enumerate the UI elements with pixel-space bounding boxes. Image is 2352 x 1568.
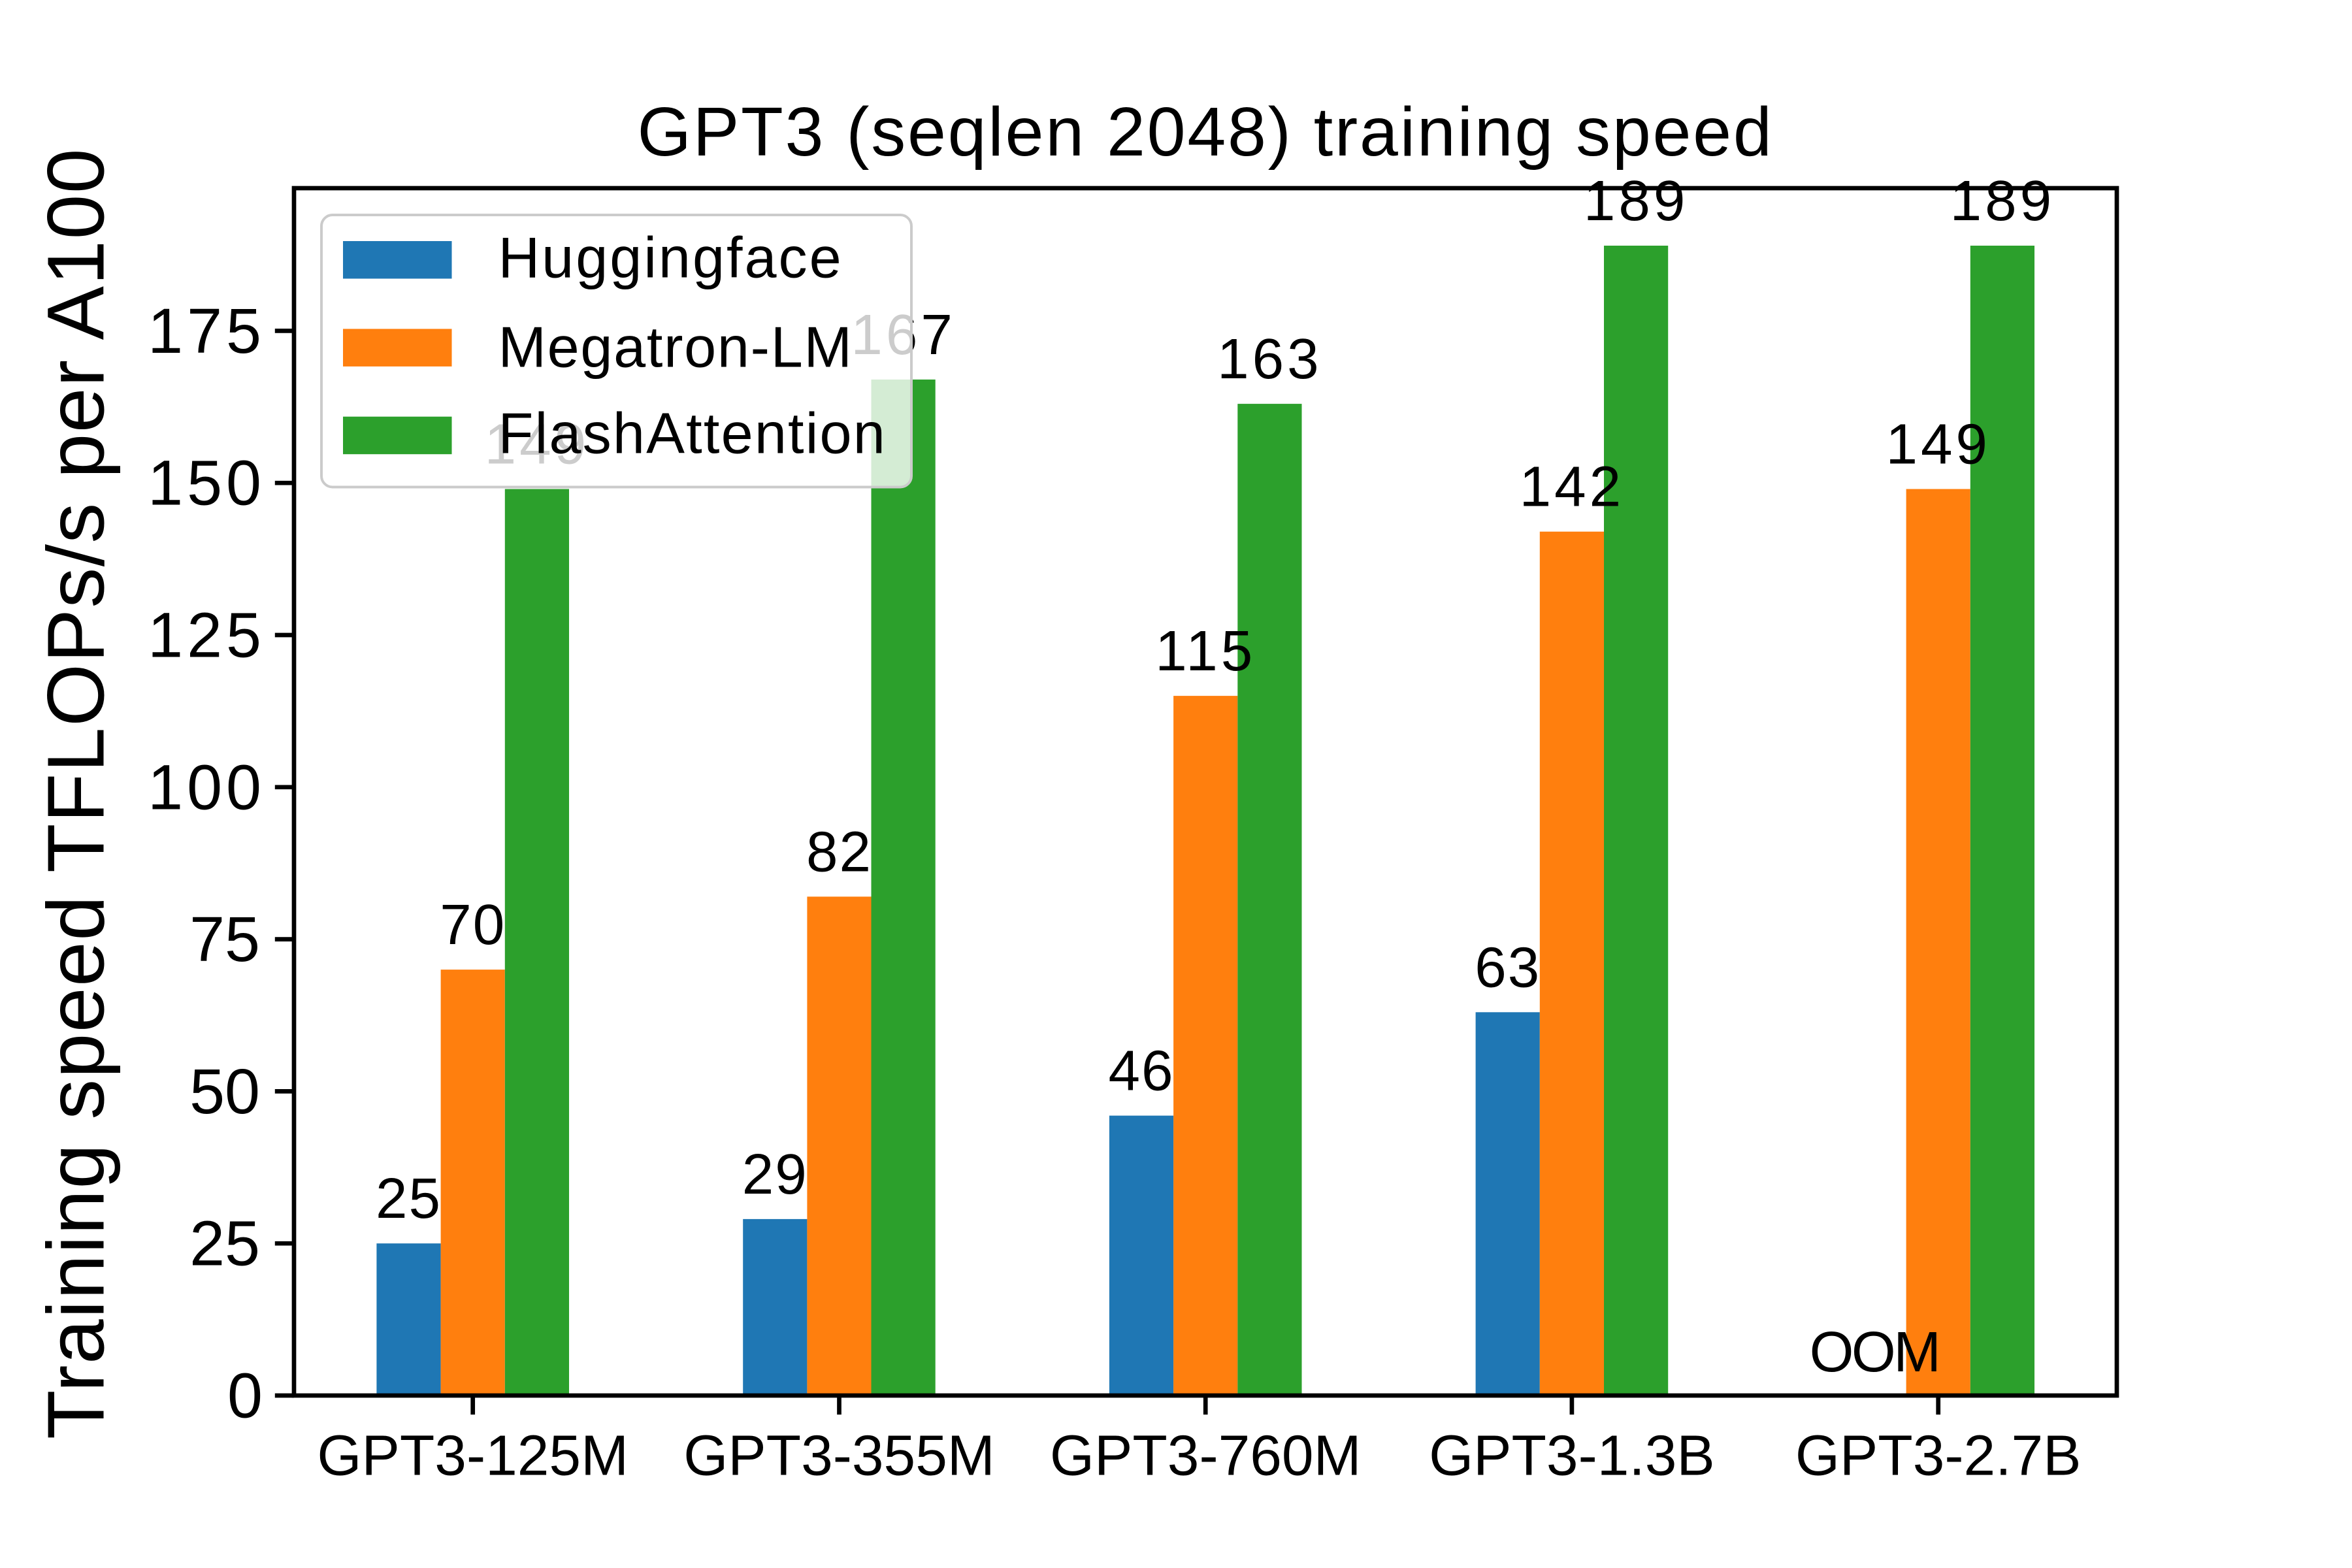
svg-text:189: 189: [1584, 169, 1688, 233]
svg-text:25: 25: [189, 1208, 260, 1279]
svg-text:FlashAttention: FlashAttention: [498, 401, 887, 466]
svg-text:0: 0: [227, 1360, 263, 1431]
svg-text:GPT3-2.7B: GPT3-2.7B: [1795, 1424, 2082, 1488]
svg-text:82: 82: [806, 820, 872, 883]
svg-text:46: 46: [1109, 1039, 1175, 1103]
svg-text:125: 125: [148, 600, 265, 671]
svg-text:Training speed TFLOPs/s per A1: Training speed TFLOPs/s per A100: [31, 148, 122, 1439]
svg-text:29: 29: [742, 1143, 808, 1206]
svg-text:189: 189: [1950, 169, 2055, 233]
svg-text:75: 75: [189, 904, 260, 975]
svg-text:150: 150: [148, 448, 265, 519]
svg-text:63: 63: [1475, 936, 1541, 999]
svg-text:25: 25: [376, 1167, 442, 1230]
svg-text:149: 149: [1886, 413, 1990, 476]
svg-text:50: 50: [189, 1056, 260, 1127]
svg-text:GPT3-125M: GPT3-125M: [317, 1424, 629, 1488]
svg-text:142: 142: [1520, 455, 1624, 519]
svg-text:Megatron-LM: Megatron-LM: [498, 315, 853, 380]
svg-text:163: 163: [1217, 327, 1322, 391]
svg-text:115: 115: [1155, 619, 1256, 683]
svg-text:GPT3 (seqlen 2048) training sp: GPT3 (seqlen 2048) training speed: [638, 93, 1774, 171]
svg-text:Huggingface: Huggingface: [498, 225, 843, 290]
svg-text:100: 100: [148, 751, 265, 823]
svg-text:175: 175: [148, 295, 265, 367]
svg-text:GPT3-1.3B: GPT3-1.3B: [1429, 1424, 1715, 1488]
svg-text:GPT3-760M: GPT3-760M: [1050, 1424, 1362, 1488]
svg-text:GPT3-355M: GPT3-355M: [683, 1424, 995, 1488]
svg-text:OOM: OOM: [1810, 1320, 1939, 1384]
svg-text:70: 70: [440, 893, 506, 956]
